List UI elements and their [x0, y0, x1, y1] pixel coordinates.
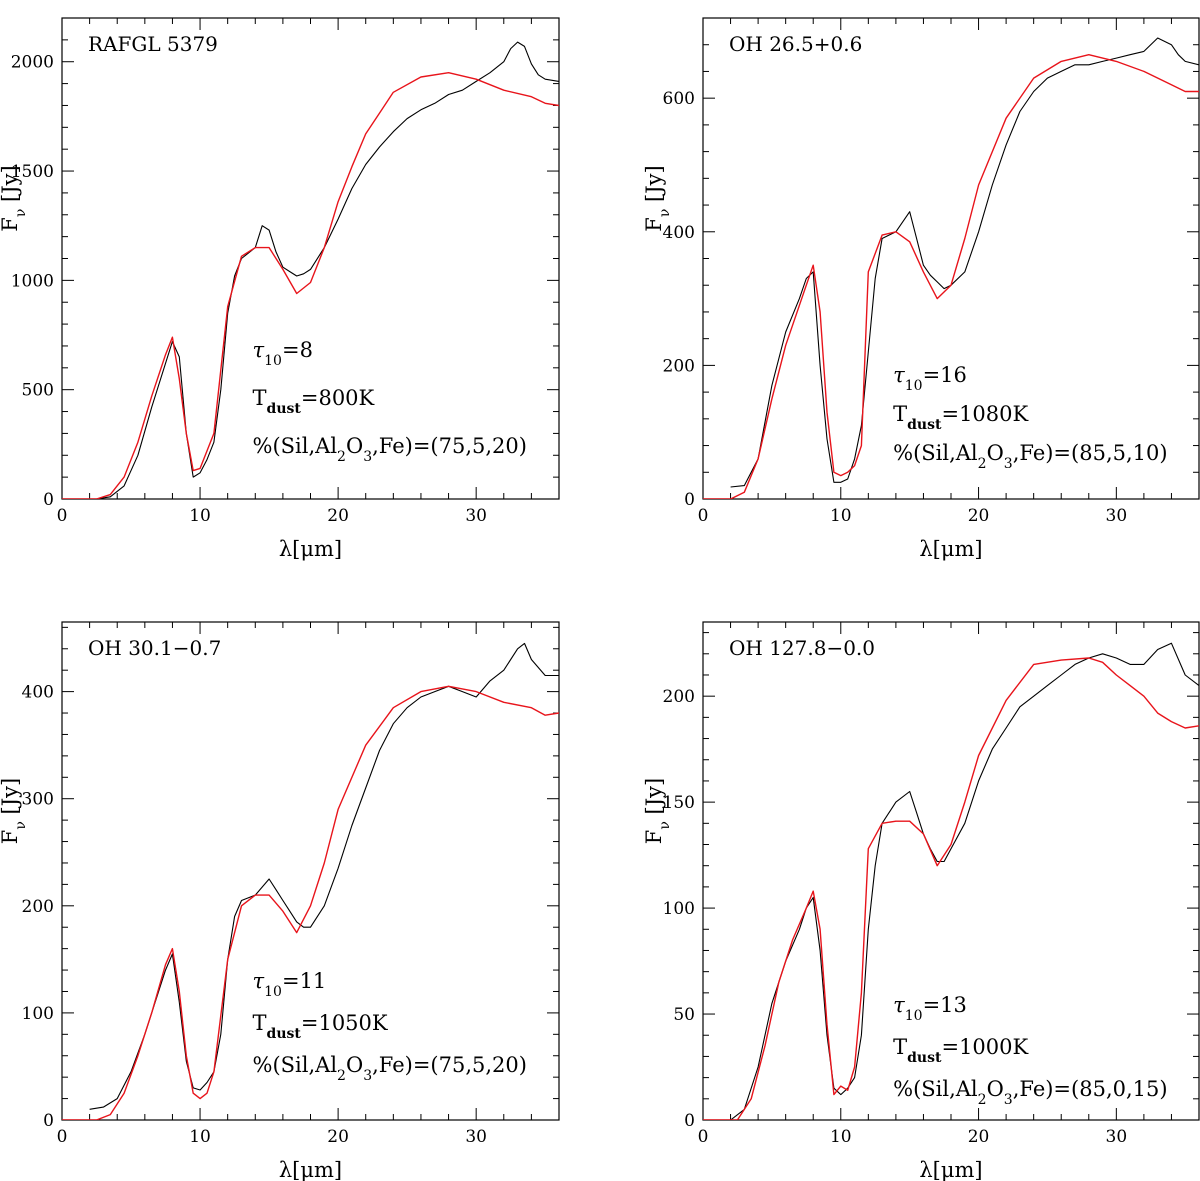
model-spectrum-line — [62, 685, 559, 1120]
plot-frame — [702, 17, 1200, 500]
x-tick-label: 0 — [698, 506, 709, 526]
y-tick-label: 100 — [663, 899, 695, 919]
y-tick-label: 200 — [663, 356, 695, 376]
panel-title: OH 127.8−0.0 — [729, 636, 875, 660]
y-tick-label: 100 — [22, 1004, 54, 1024]
y-tick-label: 600 — [663, 89, 695, 109]
x-axis-label: λ[μm] — [279, 537, 342, 561]
panel-oh-127-8: 0 10 20 30 0 50 100 150 200 OH 127.8−0.0 λ[μm] Fν [… — [642, 621, 1200, 1181]
model-spectrum-line — [62, 71, 559, 499]
plot-frame — [61, 621, 560, 1121]
y-axis-label: Fν [Jy] — [0, 165, 29, 231]
y-tick-label: 1500 — [11, 162, 54, 182]
x-tick-label: 20 — [968, 1127, 990, 1147]
y-tick-label: 0 — [684, 1111, 695, 1131]
optical-depth-annotation: τ10=11 — [253, 969, 327, 1000]
y-tick-label: 1000 — [11, 271, 54, 291]
model-spectrum-line — [703, 54, 1199, 499]
dust-composition-annotation: %(Sil,Al2O3,Fe)=(75,5,20) — [253, 434, 527, 465]
dust-temperature-annotation: Tdust=1000K — [893, 1035, 1028, 1066]
panel-title: RAFGL 5379 — [88, 32, 218, 56]
x-tick-label: 10 — [830, 1127, 852, 1147]
x-tick-label: 20 — [327, 1127, 349, 1147]
y-axis-label: Fν [Jy] — [642, 778, 673, 844]
panel-title: OH 26.5+0.6 — [729, 32, 862, 56]
y-axis-label: Fν [Jy] — [642, 165, 673, 231]
x-tick-label: 10 — [189, 1127, 211, 1147]
optical-depth-annotation: τ10=16 — [893, 363, 967, 394]
dust-composition-annotation: %(Sil,Al2O3,Fe)=(75,5,20) — [253, 1053, 527, 1084]
y-tick-label: 500 — [22, 381, 54, 401]
x-tick-label: 30 — [465, 1127, 487, 1147]
observed-spectrum-line — [730, 37, 1199, 488]
panel-title: OH 30.1−0.7 — [88, 636, 221, 660]
x-tick-label: 30 — [465, 506, 487, 526]
x-axis-label: λ[μm] — [919, 537, 982, 561]
y-tick-label: 0 — [684, 490, 695, 510]
x-tick-label: 30 — [1106, 1127, 1128, 1147]
x-tick-label: 10 — [189, 506, 211, 526]
x-tick-label: 10 — [830, 506, 852, 526]
y-tick-label: 50 — [673, 1005, 695, 1025]
x-axis-label: λ[μm] — [279, 1158, 342, 1181]
observed-spectrum-line — [96, 41, 559, 499]
x-axis-label: λ[μm] — [919, 1158, 982, 1181]
y-tick-label: 300 — [22, 790, 54, 810]
dust-composition-annotation: %(Sil,Al2O3,Fe)=(85,0,15) — [893, 1077, 1167, 1108]
panel-oh-26-5: 0 10 20 30 0 200 400 600 OH 26.5+0.6 λ[μm] Fν [Jy]… — [642, 17, 1200, 561]
plot-frame — [61, 17, 560, 500]
dust-composition-annotation: %(Sil,Al2O3,Fe)=(85,5,10) — [893, 441, 1167, 472]
y-tick-label: 200 — [22, 897, 54, 917]
dust-temperature-annotation: Tdust=800K — [253, 386, 375, 417]
model-spectrum-line — [703, 657, 1199, 1120]
dust-temperature-annotation: Tdust=1050K — [253, 1011, 388, 1042]
y-tick-label: 2000 — [11, 53, 54, 73]
dust-temperature-annotation: Tdust=1080K — [893, 402, 1028, 433]
optical-depth-annotation: τ10=8 — [253, 338, 313, 369]
observed-spectrum-line — [89, 642, 559, 1110]
y-tick-label: 0 — [43, 490, 54, 510]
y-tick-label: 400 — [22, 683, 54, 703]
y-axis-label: Fν [Jy] — [0, 778, 29, 844]
panel-rafgl-5379: 0 10 20 30 0 500 1000 1500 2000 RAFGL 5379 λ[μm] Fν… — [0, 17, 560, 561]
x-tick-label: 20 — [327, 506, 349, 526]
y-tick-label: 400 — [663, 223, 695, 243]
x-tick-label: 20 — [968, 506, 990, 526]
x-tick-label: 0 — [698, 1127, 709, 1147]
y-tick-label: 0 — [43, 1111, 54, 1131]
x-tick-label: 0 — [57, 506, 68, 526]
y-tick-label: 150 — [663, 793, 695, 813]
y-tick-label: 200 — [663, 687, 695, 707]
x-tick-label: 30 — [1106, 506, 1128, 526]
optical-depth-annotation: τ10=13 — [893, 993, 967, 1024]
x-tick-label: 0 — [57, 1127, 68, 1147]
